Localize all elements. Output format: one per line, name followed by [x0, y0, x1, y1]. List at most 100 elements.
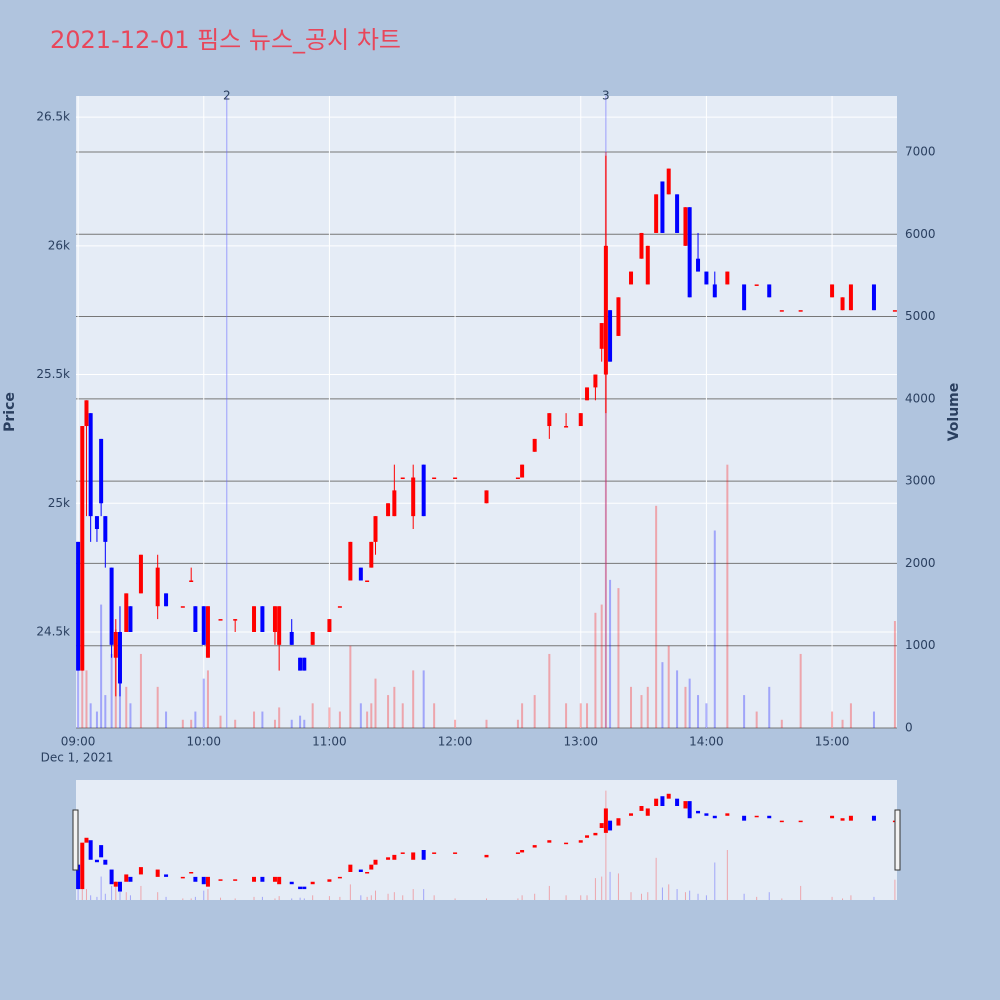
volume-bar	[661, 662, 664, 728]
volume-bar	[412, 670, 415, 728]
slider-candle	[337, 876, 342, 879]
slider-volume-bar	[689, 890, 691, 900]
slider-volume-bar	[601, 876, 603, 900]
slider-candle	[117, 881, 122, 892]
candle-body	[310, 631, 315, 645]
slider-volume-bar	[768, 892, 770, 900]
volume-bar	[89, 703, 92, 728]
slider-candle	[683, 801, 688, 809]
slider-candle	[193, 876, 198, 882]
slider-candle	[629, 813, 634, 816]
volume-bar	[617, 588, 620, 728]
volume-bar	[433, 703, 436, 728]
candle-body	[593, 374, 598, 388]
slider-candle	[645, 808, 650, 816]
slider-volume-bar	[190, 898, 192, 900]
volume-bar	[338, 711, 341, 728]
volume-bar	[156, 686, 159, 728]
y2-tick-label: 1000	[905, 638, 936, 652]
volume-bar	[780, 719, 783, 728]
candle-body	[654, 194, 659, 233]
x-tick-label: 12:00	[438, 735, 473, 749]
candle-body	[233, 619, 238, 621]
slider-volume-bar	[85, 889, 87, 900]
range-handle-left[interactable]	[72, 809, 79, 871]
slider-candle	[201, 876, 206, 885]
slider-candle	[113, 881, 118, 887]
slider-volume-bar	[586, 895, 588, 900]
volume-bar	[422, 670, 425, 728]
slider-candle	[520, 849, 525, 853]
slider-volume-bar	[366, 896, 368, 900]
y-tick-label: 26k	[48, 238, 70, 252]
candle-body	[687, 207, 692, 298]
candle-body	[603, 245, 608, 375]
slider-volume-bar	[594, 878, 596, 900]
candle-body	[432, 477, 437, 480]
x-tick-label: 09:00	[61, 735, 96, 749]
slider-volume-bar	[360, 895, 362, 900]
candle-body	[515, 477, 520, 480]
volume-bar	[370, 703, 373, 728]
volume-bar	[630, 686, 633, 728]
slider-volume-bar	[207, 889, 209, 900]
candle-body	[421, 464, 426, 517]
candle-body	[113, 631, 118, 658]
candle-body	[189, 580, 194, 582]
slider-candle	[272, 876, 277, 882]
slider-volume-bar	[125, 892, 127, 900]
candle-body	[696, 258, 701, 272]
candle-body	[629, 271, 634, 285]
slider-candle	[798, 820, 803, 823]
volume-bar	[586, 703, 589, 728]
slider-volume-bar	[756, 896, 758, 900]
slider-candle	[103, 859, 108, 865]
candle-body	[289, 631, 294, 645]
slider-candle	[754, 815, 759, 818]
slider-candle	[365, 871, 370, 874]
candle-body	[830, 284, 835, 298]
slider-candle	[99, 845, 104, 858]
slider-candle	[421, 849, 426, 860]
candle-body	[109, 567, 114, 645]
slider-volume-bar	[370, 895, 372, 900]
slider-volume-bar	[781, 898, 783, 900]
candle-body	[373, 516, 378, 542]
slider-candle	[277, 876, 282, 885]
y2-tick-label: 2000	[905, 556, 936, 570]
range-handle-right[interactable]	[894, 809, 901, 871]
slider-volume-bar	[339, 896, 341, 900]
slider-volume-bar	[234, 898, 236, 900]
candle-body	[666, 168, 671, 195]
range-slider[interactable]	[76, 780, 897, 900]
slider-candle	[260, 876, 265, 882]
slider-candle	[666, 793, 671, 799]
slider-volume-bar	[140, 885, 142, 900]
slider-candle	[84, 837, 89, 843]
slider-volume-bar	[220, 897, 222, 900]
slider-candle	[871, 815, 876, 821]
candle-body	[798, 310, 803, 312]
slider-volume-bar	[684, 892, 686, 900]
y2-tick-label: 4000	[905, 391, 936, 405]
y-tick-label: 26.5k	[36, 110, 70, 124]
candle-body	[80, 426, 85, 671]
volume-bar	[872, 711, 875, 728]
candle-body	[84, 400, 89, 427]
slider-volume-bar	[548, 885, 550, 900]
volume-bar	[374, 678, 377, 728]
candle-body	[358, 567, 363, 581]
candle-body	[260, 606, 265, 632]
volume-bar	[110, 653, 113, 728]
volume-bar	[655, 505, 658, 728]
slider-volume-bar	[115, 881, 117, 900]
slider-volume-bar	[90, 895, 92, 900]
slider-candle	[515, 852, 520, 854]
candle-body	[369, 541, 374, 568]
volume-bar	[521, 703, 524, 728]
candle-body	[660, 181, 665, 233]
volume-bar	[548, 653, 551, 728]
volume-bar	[393, 686, 396, 728]
slider-candle	[599, 823, 604, 828]
